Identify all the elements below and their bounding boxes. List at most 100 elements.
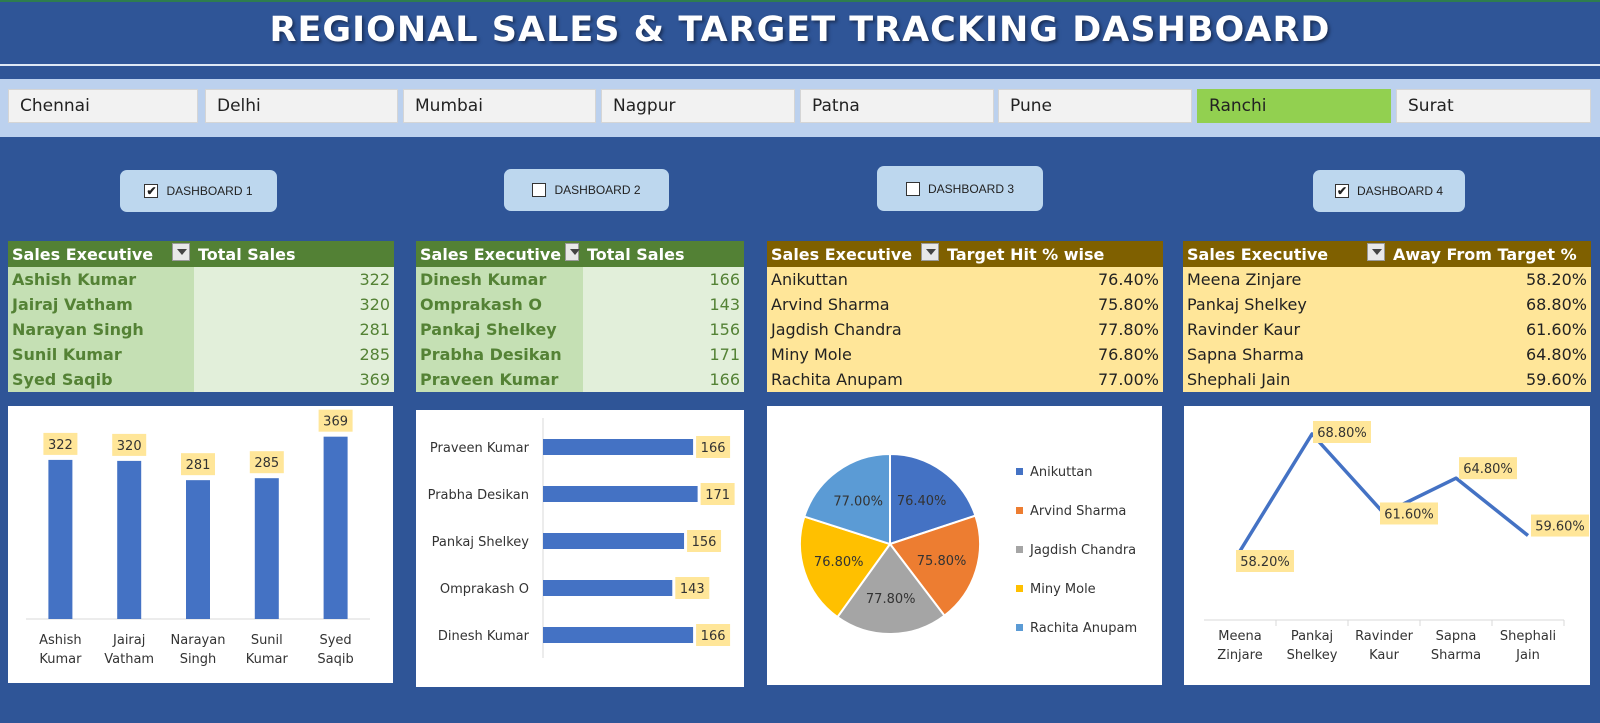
x-tick-label: Shelkey [1287, 648, 1338, 663]
dashboard-1-checkbox[interactable]: ✔ DASHBOARD 1 [120, 170, 277, 212]
cell-value: 58.20% [1389, 267, 1591, 292]
header-target-hit: Target Hit % wise [943, 241, 1163, 267]
cell-value: 59.60% [1389, 367, 1591, 392]
data-label: 58.20% [1240, 555, 1290, 570]
city-nagpur[interactable]: Nagpur [601, 89, 795, 123]
table-row: Meena Zinjare 58.20% [1183, 267, 1591, 292]
slice-label: 77.80% [866, 592, 916, 607]
pivot-table-2: Sales Executive Total Sales Dinesh Kumar… [416, 241, 744, 392]
city-patna[interactable]: Patna [800, 89, 994, 123]
table-row: Syed Saqib 369 [8, 367, 394, 392]
pie-slice [799, 515, 892, 619]
filter-icon[interactable] [565, 243, 580, 261]
legend-label: Rachita Anupam [1030, 621, 1137, 636]
pie-chart-svg: 76.40% Anikuttan 75.80% Arvind Sharma 77.80%… [799, 452, 1137, 636]
city-ranchi[interactable]: Ranchi [1197, 89, 1391, 123]
pie-slice [889, 452, 977, 546]
header-sales-executive: Sales Executive [767, 241, 943, 267]
filter-icon[interactable] [921, 243, 939, 261]
cell-value: 166 [583, 367, 744, 392]
table-row: Rachita Anupam 77.00% [767, 367, 1163, 392]
data-label-bg [249, 451, 284, 474]
header-total-sales: Total Sales [583, 241, 744, 267]
checkbox-2[interactable] [532, 183, 547, 197]
series-line [1238, 432, 1530, 552]
chart-pie-target-hit: 76.40% Anikuttan 75.80% Arvind Sharma 77.80%… [767, 406, 1162, 685]
data-label: 166 [701, 441, 726, 456]
line-chart-svg: 58.20% Meena Zinjare 68.80% Pankaj Shelkey 61.… [1204, 421, 1589, 663]
cell-name: Miny Mole [767, 342, 943, 367]
dashboard-4-checkbox[interactable]: ✔ DASHBOARD 4 [1313, 170, 1465, 212]
x-tick-label: Ashish [39, 633, 82, 648]
filter-icon[interactable] [172, 243, 190, 261]
x-tick-label: Jairaj [112, 633, 145, 648]
city-delhi[interactable]: Delhi [205, 89, 398, 123]
cell-name: Sunil Kumar [8, 342, 194, 367]
x-tick-label: Saqib [317, 652, 353, 667]
x-tick-label: Syed [319, 633, 351, 648]
city-pune[interactable]: Pune [998, 89, 1192, 123]
bar [254, 478, 279, 619]
filter-icon[interactable] [1367, 243, 1385, 261]
x-tick-label: Kumar [246, 652, 289, 667]
data-label-bg [318, 409, 353, 432]
cell-value: 171 [583, 342, 744, 367]
checkbox-1[interactable]: ✔ [144, 184, 159, 198]
cell-value: 77.80% [943, 317, 1163, 342]
cell-value: 369 [194, 367, 394, 392]
city-mumbai[interactable]: Mumbai [403, 89, 596, 123]
table-row: Dinesh Kumar 166 [416, 267, 744, 292]
x-tick-label: Narayan [171, 633, 226, 648]
bar [543, 486, 698, 502]
data-label: 68.80% [1317, 426, 1367, 441]
table-row: Sapna Sharma 64.80% [1183, 342, 1591, 367]
table-row: Sunil Kumar 285 [8, 342, 394, 367]
column-chart-svg: 322 Ashish Kumar 320 Jairaj Vatham 281 Narayan S… [26, 409, 370, 667]
table-row: Jagdish Chandra 77.80% [767, 317, 1163, 342]
legend-label: Arvind Sharma [1030, 504, 1126, 519]
bar [323, 436, 348, 619]
x-tick-label: Zinjare [1217, 648, 1262, 663]
data-label: 171 [705, 488, 730, 503]
slice-label: 76.80% [814, 555, 864, 570]
data-label: 369 [323, 415, 348, 430]
data-label-bg [1380, 502, 1438, 525]
dashboard-2-checkbox[interactable]: DASHBOARD 2 [504, 169, 669, 211]
y-tick-label: Prabha Desikan [428, 488, 529, 503]
data-label: 322 [48, 438, 73, 453]
data-label: 166 [701, 629, 726, 644]
data-label-bg [112, 433, 147, 456]
cell-value: 322 [194, 267, 394, 292]
bar [117, 460, 142, 619]
pivot-table-3: Sales Executive Target Hit % wise Anikut… [767, 241, 1163, 392]
cell-value: 320 [194, 292, 394, 317]
dashboard-3-checkbox[interactable]: DASHBOARD 3 [877, 166, 1043, 211]
legend-swatch [1016, 546, 1023, 553]
data-label: 64.80% [1463, 462, 1513, 477]
bar [186, 480, 210, 619]
data-label-bg [696, 624, 731, 646]
cell-name: Pankaj Shelkey [1183, 292, 1389, 317]
x-tick-label: Sunil [251, 633, 283, 648]
data-label: 285 [254, 456, 279, 471]
legend-label: Anikuttan [1030, 465, 1093, 480]
legend-label: Jagdish Chandra [1029, 543, 1136, 558]
cell-value: 143 [583, 292, 744, 317]
cell-value: 75.80% [943, 292, 1163, 317]
city-surat[interactable]: Surat [1396, 89, 1591, 123]
cell-name: Praveen Kumar [416, 367, 583, 392]
data-label-bg [696, 436, 731, 458]
table-row: Pankaj Shelkey 68.80% [1183, 292, 1591, 317]
table-row: Ashish Kumar 322 [8, 267, 394, 292]
x-tick-label: Kumar [39, 652, 82, 667]
data-label-bg [43, 432, 78, 455]
checkbox-4[interactable]: ✔ [1334, 184, 1349, 198]
cell-name: Jairaj Vatham [8, 292, 194, 317]
dashboard-2-label: DASHBOARD 2 [554, 183, 641, 197]
checkbox-3[interactable] [905, 181, 920, 196]
header-sales-executive: Sales Executive [8, 241, 194, 267]
cell-name: Dinesh Kumar [416, 267, 583, 292]
cell-name: Ravinder Kaur [1183, 317, 1389, 342]
city-chennai[interactable]: Chennai [8, 89, 198, 123]
data-label: 320 [117, 439, 142, 454]
